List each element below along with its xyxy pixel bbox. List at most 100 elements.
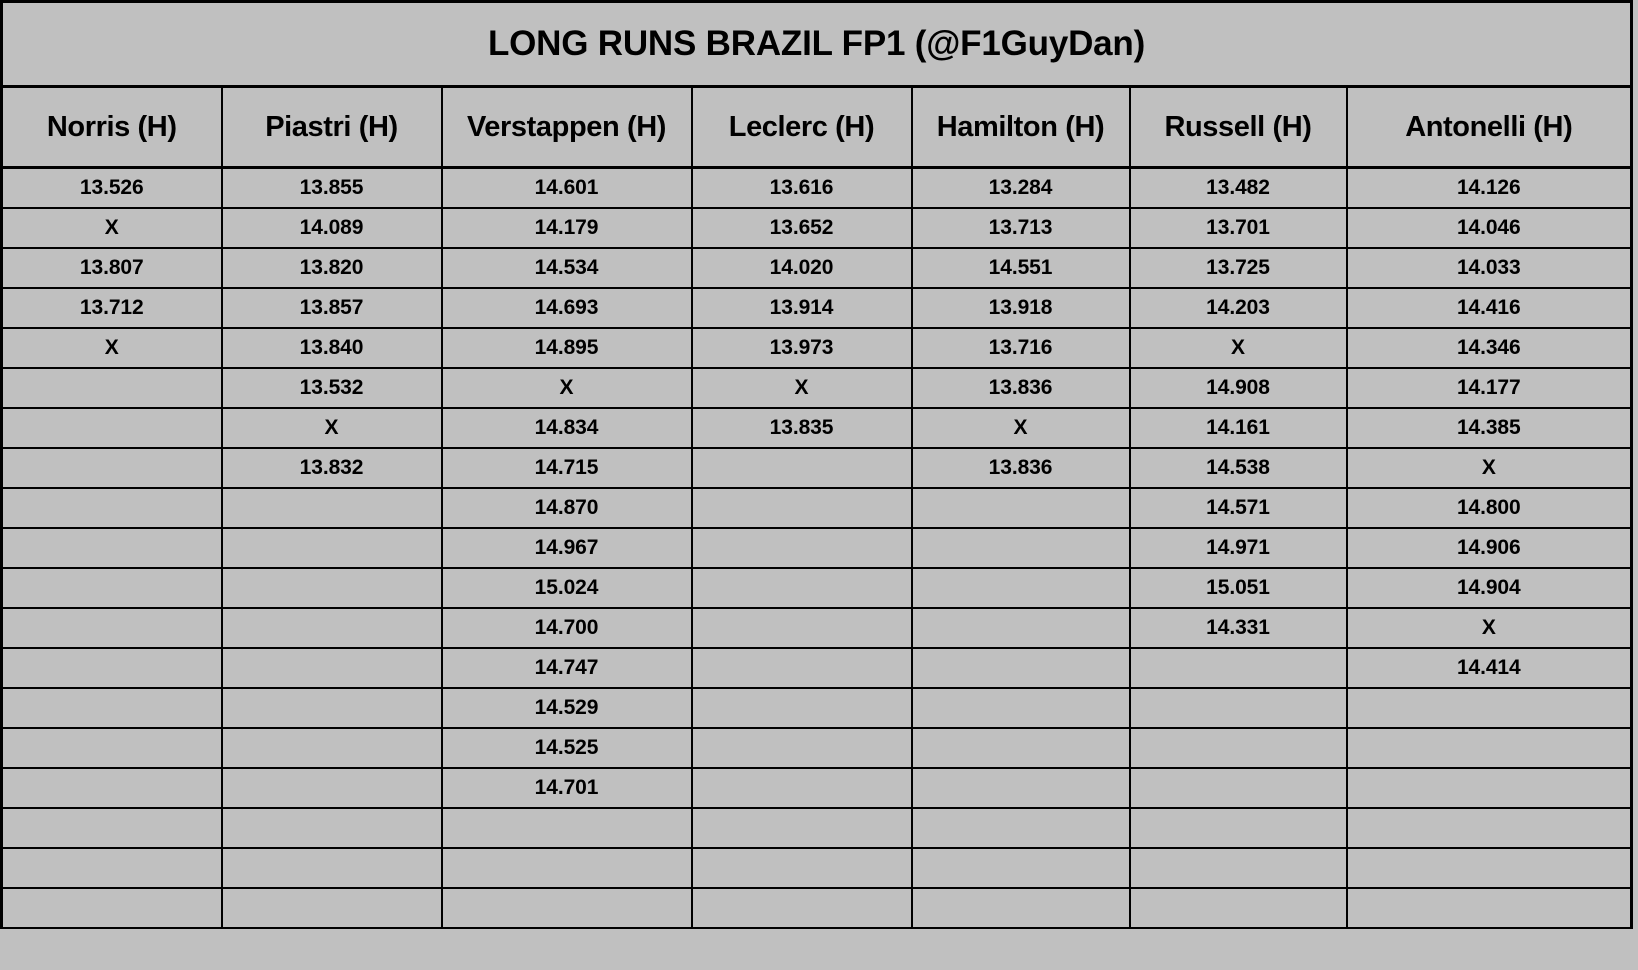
cell-leclerc-9[interactable] [690,487,913,529]
cell-piastri-18[interactable] [220,847,443,889]
cell-norris-12[interactable] [0,607,223,649]
cell-norris-11[interactable] [0,567,223,609]
cell-hamilton-9[interactable] [910,487,1131,529]
cell-antonelli-6[interactable]: 14.177 [1345,367,1634,409]
cell-leclerc-13[interactable] [690,647,913,689]
cell-norris-4[interactable]: 13.712 [0,287,223,329]
cell-leclerc-4[interactable]: 13.914 [690,287,913,329]
cell-antonelli-8[interactable]: X [1345,447,1634,489]
cell-leclerc-10[interactable] [690,527,913,569]
cell-norris-14[interactable] [0,687,223,729]
cell-piastri-10[interactable] [220,527,443,569]
cell-russell-14[interactable] [1128,687,1348,729]
cell-norris-1[interactable]: 13.526 [0,166,223,209]
cell-norris-5[interactable]: X [0,327,223,369]
cell-norris-7[interactable] [0,407,223,449]
cell-piastri-14[interactable] [220,687,443,729]
cell-hamilton-19[interactable] [910,887,1131,929]
cell-piastri-15[interactable] [220,727,443,769]
cell-antonelli-15[interactable] [1345,727,1634,769]
cell-antonelli-11[interactable]: 14.904 [1345,567,1634,609]
column-header-verstappen[interactable]: Verstappen (H) [440,85,693,169]
column-header-piastri[interactable]: Piastri (H) [220,85,443,169]
cell-piastri-16[interactable] [220,767,443,809]
cell-norris-3[interactable]: 13.807 [0,247,223,289]
cell-norris-16[interactable] [0,767,223,809]
cell-verstappen-10[interactable]: 14.967 [440,527,693,569]
cell-verstappen-19[interactable] [440,887,693,929]
cell-piastri-5[interactable]: 13.840 [220,327,443,369]
cell-hamilton-6[interactable]: 13.836 [910,367,1131,409]
cell-russell-4[interactable]: 14.203 [1128,287,1348,329]
column-header-norris[interactable]: Norris (H) [0,85,223,169]
cell-antonelli-9[interactable]: 14.800 [1345,487,1634,529]
cell-russell-15[interactable] [1128,727,1348,769]
cell-hamilton-10[interactable] [910,527,1131,569]
cell-norris-6[interactable] [0,367,223,409]
cell-hamilton-8[interactable]: 13.836 [910,447,1131,489]
cell-hamilton-15[interactable] [910,727,1131,769]
cell-leclerc-8[interactable] [690,447,913,489]
cell-russell-8[interactable]: 14.538 [1128,447,1348,489]
cell-antonelli-13[interactable]: 14.414 [1345,647,1634,689]
cell-russell-6[interactable]: 14.908 [1128,367,1348,409]
cell-leclerc-19[interactable] [690,887,913,929]
cell-norris-18[interactable] [0,847,223,889]
column-header-hamilton[interactable]: Hamilton (H) [910,85,1131,169]
cell-piastri-6[interactable]: 13.532 [220,367,443,409]
column-header-antonelli[interactable]: Antonelli (H) [1345,85,1634,169]
cell-norris-9[interactable] [0,487,223,529]
cell-norris-8[interactable] [0,447,223,489]
cell-russell-19[interactable] [1128,887,1348,929]
cell-hamilton-5[interactable]: 13.716 [910,327,1131,369]
cell-antonelli-10[interactable]: 14.906 [1345,527,1634,569]
cell-antonelli-17[interactable] [1345,807,1634,849]
cell-hamilton-13[interactable] [910,647,1131,689]
cell-russell-10[interactable]: 14.971 [1128,527,1348,569]
cell-verstappen-11[interactable]: 15.024 [440,567,693,609]
cell-leclerc-12[interactable] [690,607,913,649]
cell-antonelli-18[interactable] [1345,847,1634,889]
cell-hamilton-14[interactable] [910,687,1131,729]
cell-piastri-1[interactable]: 13.855 [220,166,443,209]
cell-antonelli-14[interactable] [1345,687,1634,729]
cell-verstappen-2[interactable]: 14.179 [440,207,693,249]
cell-leclerc-18[interactable] [690,847,913,889]
cell-leclerc-11[interactable] [690,567,913,609]
cell-antonelli-5[interactable]: 14.346 [1345,327,1634,369]
cell-piastri-17[interactable] [220,807,443,849]
cell-hamilton-11[interactable] [910,567,1131,609]
cell-verstappen-15[interactable]: 14.525 [440,727,693,769]
cell-hamilton-2[interactable]: 13.713 [910,207,1131,249]
cell-leclerc-3[interactable]: 14.020 [690,247,913,289]
cell-verstappen-6[interactable]: X [440,367,693,409]
cell-norris-2[interactable]: X [0,207,223,249]
column-header-russell[interactable]: Russell (H) [1128,85,1348,169]
cell-leclerc-17[interactable] [690,807,913,849]
cell-russell-7[interactable]: 14.161 [1128,407,1348,449]
cell-leclerc-14[interactable] [690,687,913,729]
cell-russell-11[interactable]: 15.051 [1128,567,1348,609]
cell-hamilton-17[interactable] [910,807,1131,849]
cell-russell-2[interactable]: 13.701 [1128,207,1348,249]
cell-russell-9[interactable]: 14.571 [1128,487,1348,529]
cell-hamilton-4[interactable]: 13.918 [910,287,1131,329]
cell-verstappen-5[interactable]: 14.895 [440,327,693,369]
cell-piastri-7[interactable]: X [220,407,443,449]
cell-leclerc-1[interactable]: 13.616 [690,166,913,209]
cell-verstappen-16[interactable]: 14.701 [440,767,693,809]
cell-verstappen-9[interactable]: 14.870 [440,487,693,529]
cell-antonelli-19[interactable] [1345,887,1634,929]
cell-leclerc-6[interactable]: X [690,367,913,409]
cell-leclerc-16[interactable] [690,767,913,809]
cell-verstappen-4[interactable]: 14.693 [440,287,693,329]
cell-leclerc-7[interactable]: 13.835 [690,407,913,449]
cell-norris-10[interactable] [0,527,223,569]
cell-russell-5[interactable]: X [1128,327,1348,369]
cell-antonelli-3[interactable]: 14.033 [1345,247,1634,289]
cell-russell-1[interactable]: 13.482 [1128,166,1348,209]
cell-piastri-13[interactable] [220,647,443,689]
cell-verstappen-8[interactable]: 14.715 [440,447,693,489]
cell-piastri-11[interactable] [220,567,443,609]
cell-russell-13[interactable] [1128,647,1348,689]
